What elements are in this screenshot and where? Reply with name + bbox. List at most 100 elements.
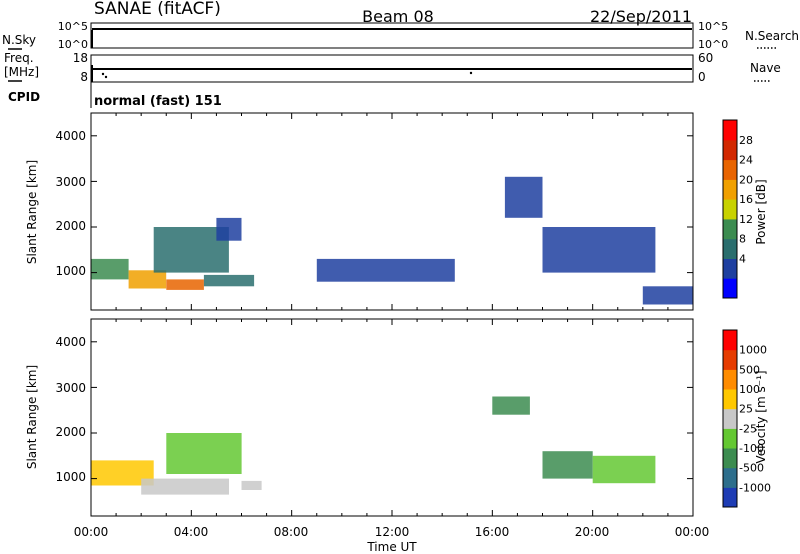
power-colorbar-frame <box>722 119 738 299</box>
noise-right-tick-bottom: 10^0 <box>698 38 728 51</box>
velocity-colorbar-tick-6: -500 <box>739 462 764 475</box>
power-y-tick-3000: 3000 <box>55 175 86 189</box>
power-echo-region-5 <box>216 217 242 241</box>
velocity-echo-region-2 <box>166 433 242 474</box>
velocity-colorbar-swatch-8 <box>723 330 737 351</box>
nave-tick-top: 60 <box>698 51 713 65</box>
nave-dot-3 <box>469 71 473 75</box>
power-y-ticks: 4000 3000 2000 1000 <box>55 129 86 278</box>
nave-dot-2 <box>104 75 108 79</box>
velocity-y-tick-2000: 2000 <box>55 425 86 439</box>
power-panel: 4000 3000 2000 1000 Slant Range [km] <box>25 112 694 311</box>
power-echo-region-7 <box>504 176 543 218</box>
power-axis-ticks <box>90 113 694 310</box>
power-colorbar-swatch-6 <box>723 159 737 180</box>
power-colorbar-swatch-7 <box>723 139 737 161</box>
power-y-tick-1000: 1000 <box>55 264 86 278</box>
x-tick-end: 00:00 <box>675 525 710 539</box>
x-tick-0400: 04:00 <box>174 525 209 539</box>
velocity-data <box>91 396 656 495</box>
power-colorbar-swatch-8 <box>723 120 737 141</box>
velocity-colorbar-swatch-5 <box>723 389 737 410</box>
power-colorbar-tick-3: 16 <box>739 193 753 206</box>
velocity-colorbar-tick-7: -1000 <box>739 481 771 494</box>
velocity-colorbar: 1000 500 100 25 -25 -100 -500 -1000 <box>722 329 771 508</box>
power-colorbar-swatch-5 <box>723 179 737 200</box>
velocity-panel: 4000 3000 2000 1000 Slant Range [km] <box>25 318 694 517</box>
x-tick-1600: 16:00 <box>475 525 510 539</box>
x-axis: 00:00 04:00 08:00 12:00 16:00 20:00 00:0… <box>74 525 710 554</box>
noise-left-tick-top: 10^5 <box>58 20 88 33</box>
beam-label: Beam 08 <box>362 7 434 26</box>
velocity-colorbar-swatch-7 <box>723 349 737 370</box>
power-colorbar-swatch-4 <box>723 199 737 220</box>
x-axis-label: Time UT <box>366 540 417 554</box>
velocity-echo-region-3 <box>241 480 262 490</box>
power-colorbar: 28 24 20 16 12 8 4 <box>722 119 753 299</box>
power-echo-region-4 <box>153 227 229 273</box>
velocity-axis-ticks <box>90 319 694 516</box>
velocity-colorbar-tick-3: 25 <box>739 403 753 416</box>
power-colorbar-tick-4: 12 <box>739 213 753 226</box>
power-data <box>91 176 693 305</box>
date-label: 22/Sep/2011 <box>590 7 692 26</box>
velocity-colorbar-tick-5: -100 <box>739 442 764 455</box>
velocity-y-label: Slant Range [km] <box>25 365 39 469</box>
noise-left-tick-bottom: 10^0 <box>58 38 88 51</box>
power-colorbar-swatch-1 <box>723 258 737 279</box>
velocity-y-tick-3000: 3000 <box>55 381 86 395</box>
x-tick-2000: 20:00 <box>575 525 610 539</box>
freq-tick-top: 18 <box>73 51 88 65</box>
velocity-echo-region-1 <box>141 478 229 495</box>
velocity-colorbar-swatch-2 <box>723 448 737 469</box>
power-y-tick-4000: 4000 <box>55 129 86 143</box>
power-y-tick-2000: 2000 <box>55 219 86 233</box>
velocity-colorbar-tick-4: -25 <box>739 422 757 435</box>
velocity-colorbar-swatch-3 <box>723 428 737 449</box>
velocity-echo-region-4 <box>492 396 530 415</box>
freq-label-1: Freq. <box>4 51 34 65</box>
power-echo-region-9 <box>642 286 693 305</box>
velocity-colorbar-tick-1: 500 <box>739 363 760 376</box>
power-y-label: Slant Range [km] <box>25 160 39 264</box>
velocity-colorbar-swatch-4 <box>723 408 737 429</box>
velocity-colorbar-tick-0: 1000 <box>739 344 767 357</box>
x-tick-1200: 12:00 <box>375 525 410 539</box>
x-tick-0000: 00:00 <box>74 525 109 539</box>
velocity-echo-region-6 <box>592 455 656 484</box>
freq-tick-bottom: 8 <box>80 70 88 84</box>
power-echo-region-0 <box>91 258 129 280</box>
radar-title: SANAE (fitACF) <box>94 0 221 19</box>
velocity-colorbar-tick-2: 100 <box>739 383 760 396</box>
power-echo-region-3 <box>203 274 255 287</box>
nave-dot-1 <box>101 72 105 76</box>
power-colorbar-swatch-0 <box>723 278 737 299</box>
nave-tick-bottom: 0 <box>698 70 706 84</box>
power-echo-region-2 <box>166 279 204 290</box>
power-colorbar-tick-5: 8 <box>739 233 746 246</box>
velocity-colorbar-swatch-1 <box>723 467 737 488</box>
freq-label-2: [MHz] <box>4 65 39 79</box>
noise-strip-frame <box>90 22 694 49</box>
velocity-y-ticks: 4000 3000 2000 1000 <box>55 335 86 484</box>
velocity-echo-region-5 <box>542 451 593 479</box>
power-echo-region-6 <box>316 258 455 282</box>
cpid-label: CPID <box>8 90 40 104</box>
power-echo-region-1 <box>128 270 167 289</box>
cpid-text: normal (fast) 151 <box>94 94 222 109</box>
noise-right-tick-top: 10^5 <box>698 20 728 33</box>
noise-right-label: N.Search <box>745 29 799 43</box>
x-tick-0800: 08:00 <box>274 525 309 539</box>
velocity-colorbar-swatch-6 <box>723 369 737 390</box>
velocity-colorbar-label: Velocity [m s⁻¹] <box>754 370 768 463</box>
noise-left-label: N.Sky <box>2 33 36 47</box>
power-colorbar-tick-2: 20 <box>739 173 753 186</box>
power-colorbar-tick-0: 28 <box>739 134 753 147</box>
velocity-y-tick-1000: 1000 <box>55 470 86 484</box>
nave-label: Nave <box>750 61 781 75</box>
velocity-colorbar-swatch-0 <box>723 487 737 508</box>
power-colorbar-tick-6: 4 <box>739 252 746 265</box>
power-colorbar-tick-1: 24 <box>739 154 753 167</box>
power-echo-region-8 <box>542 227 656 273</box>
